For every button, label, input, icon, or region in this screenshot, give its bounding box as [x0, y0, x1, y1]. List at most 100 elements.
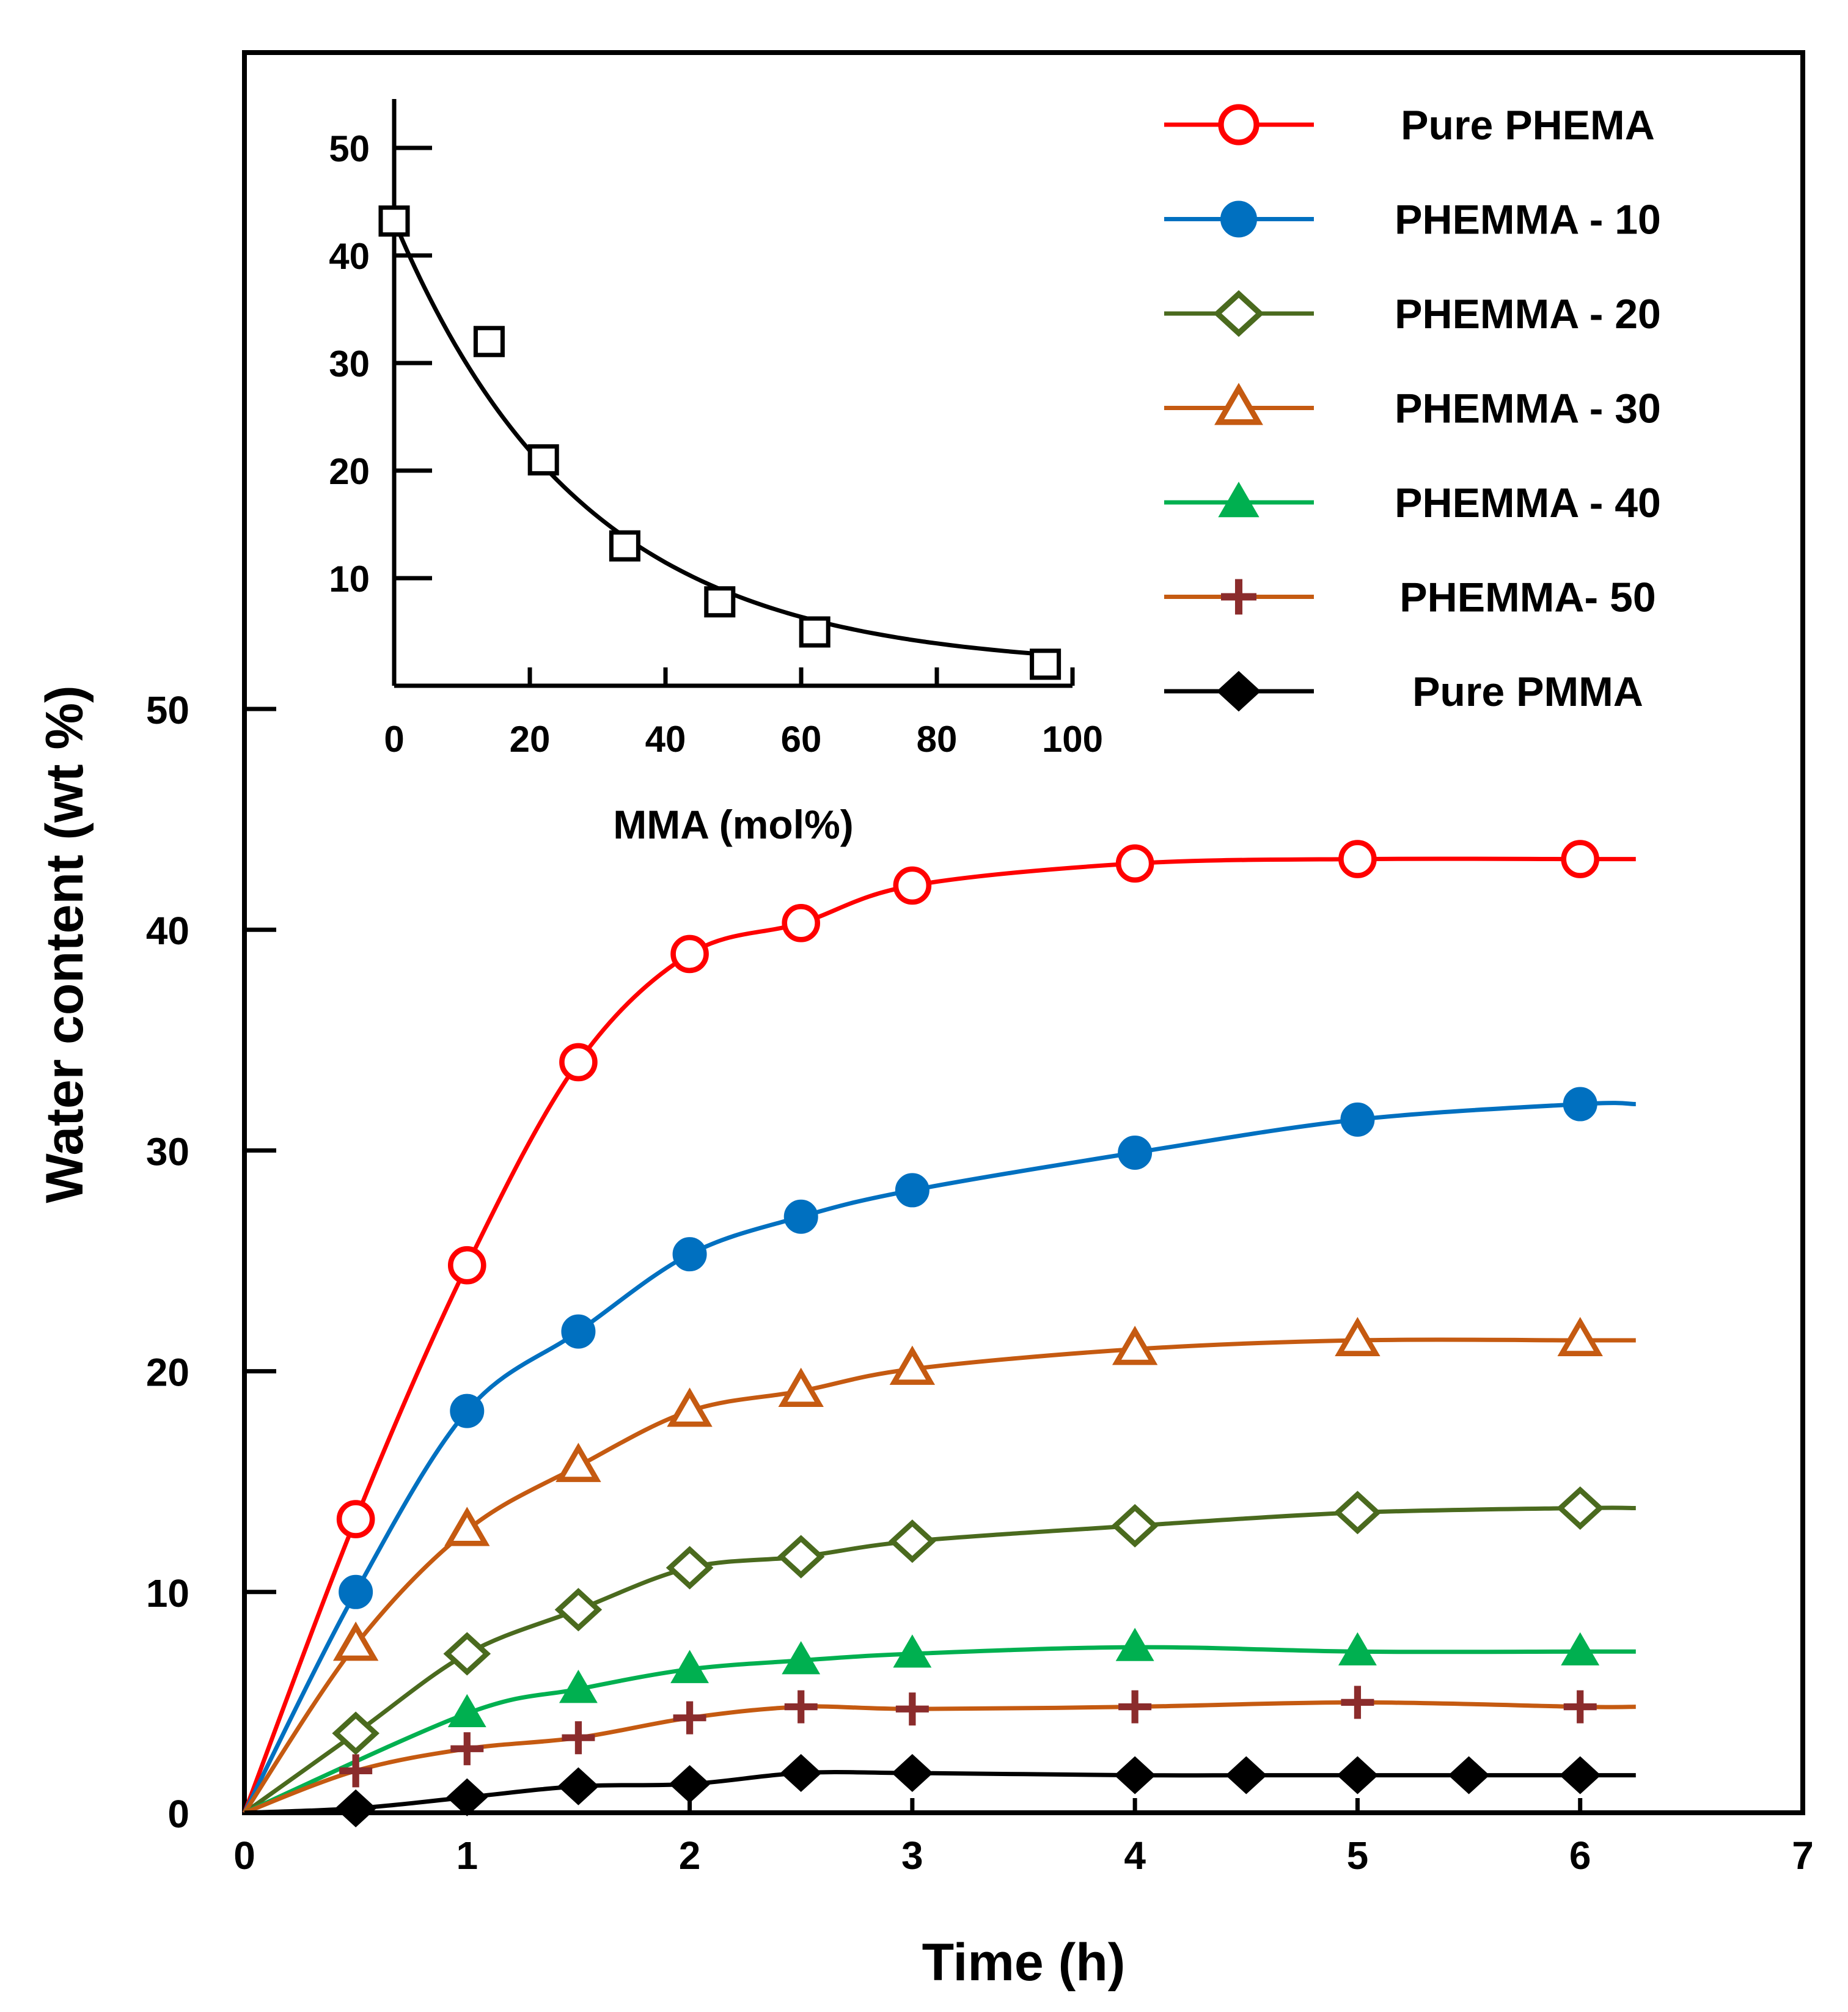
y-tick-label: 30	[146, 1129, 189, 1173]
legend-item-phemma-40: PHEMMA - 40	[1164, 480, 1661, 526]
main-axis-ticks: 0 1 2 3 4 5 6 7 0 10 20 30 40 50	[146, 688, 1814, 1878]
data-point	[891, 1753, 933, 1793]
legend-item-phemma-30: PHEMMA - 30	[1164, 383, 1661, 432]
legend-label: Pure PHEMA	[1401, 102, 1655, 149]
legend: Pure PHEMA PHEMMA - 10 PHEMMA - 20 PHEMMA -…	[1164, 102, 1661, 715]
data-point	[1112, 1326, 1158, 1365]
series-line	[243, 1645, 1636, 1815]
data-point	[339, 1754, 373, 1788]
data-point	[559, 1670, 598, 1703]
main-plot-frame	[242, 50, 1805, 1815]
data-point	[1556, 1486, 1604, 1530]
data-point	[446, 1778, 488, 1816]
data-point	[1448, 1756, 1490, 1794]
inset-series-water-content-vs-mma	[378, 205, 1062, 680]
data-point	[339, 1574, 373, 1609]
legend-label: PHEMMA - 30	[1395, 386, 1661, 432]
data-point	[782, 1641, 821, 1675]
data-point	[889, 1345, 936, 1385]
data-point	[670, 1650, 710, 1683]
data-point	[1563, 1087, 1597, 1122]
data-point	[557, 1767, 600, 1805]
inset-x-tick-label: 40	[645, 719, 686, 760]
x-axis-title: Time (h)	[922, 1933, 1126, 1992]
data-point	[336, 1500, 375, 1538]
data-point	[447, 1246, 486, 1285]
data-point	[1114, 1756, 1156, 1794]
data-point	[1111, 1503, 1159, 1548]
data-point	[1335, 1316, 1380, 1356]
inset-series	[378, 205, 1062, 680]
legend-label: PHEMMA - 40	[1395, 480, 1661, 526]
inset-data-point	[1030, 648, 1062, 680]
inset-y-tick-label: 20	[329, 451, 370, 492]
legend-marker	[1220, 200, 1257, 238]
series-phemma-10	[242, 1087, 1636, 1814]
data-point	[1561, 840, 1600, 878]
legend-label: PHEMMA - 10	[1395, 197, 1661, 243]
legend-marker	[1218, 104, 1260, 145]
data-point	[1340, 1102, 1375, 1137]
legend-item-phemma-10: PHEMMA - 10	[1164, 197, 1661, 243]
inset-x-tick-label: 80	[917, 719, 958, 760]
data-point	[1115, 844, 1154, 883]
data-point	[1225, 1756, 1267, 1794]
data-point	[895, 1173, 930, 1208]
legend-label: PHEMMA - 20	[1395, 291, 1661, 337]
data-point	[561, 1314, 596, 1349]
data-point	[672, 1237, 707, 1272]
inset-axes: 0 20 40 60 80 100 10 20 30 40 50	[329, 99, 1103, 760]
inset-data-point	[799, 616, 831, 648]
x-tick-label: 2	[679, 1834, 701, 1878]
data-point	[1336, 1756, 1379, 1794]
inset-data-point	[609, 530, 640, 562]
data-point	[670, 934, 709, 974]
data-point	[889, 1519, 936, 1563]
data-point	[1341, 1686, 1374, 1719]
data-point	[1338, 840, 1377, 878]
series-phemma-50	[243, 1686, 1636, 1815]
data-point	[556, 1442, 601, 1482]
legend-marker	[1216, 670, 1261, 712]
inset-data-point	[473, 326, 505, 358]
data-point	[778, 1367, 824, 1408]
x-tick-label: 0	[233, 1834, 255, 1878]
data-point	[777, 1535, 825, 1579]
inset-y-tick-label: 10	[329, 559, 370, 600]
legend-label: Pure PMMA	[1412, 669, 1643, 715]
data-point	[332, 1711, 380, 1755]
data-point	[554, 1588, 603, 1632]
data-point	[450, 1732, 484, 1766]
data-point	[1563, 1690, 1597, 1724]
legend-label: PHEMMA- 50	[1399, 575, 1656, 621]
legend-marker	[1213, 290, 1264, 337]
data-point	[1333, 1491, 1382, 1535]
inset-data-point	[527, 444, 559, 475]
inset-y-tick-label: 50	[329, 128, 370, 169]
legend-item-phemma-50: PHEMMA- 50	[1164, 575, 1656, 621]
y-tick-label: 40	[146, 909, 189, 953]
inset-x-axis-title: MMA (mol%)	[613, 802, 854, 847]
series-phemma-30	[243, 1316, 1636, 1814]
series-phemma-20	[243, 1486, 1636, 1815]
x-tick-label: 7	[1792, 1834, 1814, 1878]
data-point	[447, 1694, 486, 1728]
legend-marker	[1221, 579, 1256, 615]
y-tick-label: 0	[167, 1792, 189, 1836]
data-point	[559, 1043, 598, 1082]
inset-x-tick-label: 0	[384, 719, 404, 760]
inset-data-point	[378, 205, 410, 237]
data-point	[893, 1634, 932, 1668]
inset-y-tick-label: 30	[329, 343, 370, 384]
y-axis-title: Water content (wt %)	[35, 685, 94, 1203]
data-point	[1559, 1756, 1601, 1794]
x-tick-label: 4	[1124, 1834, 1146, 1878]
legend-marker	[1214, 383, 1263, 425]
series-line	[242, 1101, 1636, 1814]
data-point	[562, 1721, 595, 1755]
data-point	[666, 1546, 714, 1590]
data-point	[444, 1507, 490, 1546]
data-point	[780, 1753, 822, 1793]
data-point	[667, 1387, 713, 1427]
inset-y-tick-label: 40	[329, 236, 370, 277]
